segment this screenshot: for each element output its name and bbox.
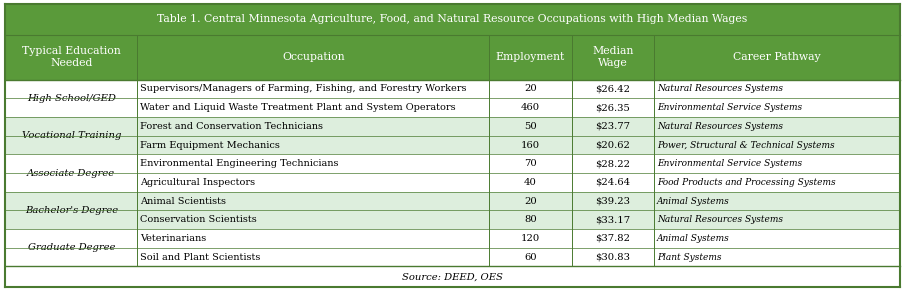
Text: Table 1. Central Minnesota Agriculture, Food, and Natural Resource Occupations w: Table 1. Central Minnesota Agriculture, … [157,15,748,24]
Text: 60: 60 [524,253,537,262]
Text: Farm Equipment Mechanics: Farm Equipment Mechanics [140,141,281,150]
Text: Median
Wage: Median Wage [592,47,634,68]
Text: Animal Systems: Animal Systems [657,197,729,205]
Text: Source: DEED, OES: Source: DEED, OES [402,272,503,281]
Bar [5,80,900,98]
Bar [5,210,900,229]
Text: High School/GED: High School/GED [27,94,116,103]
Text: 20: 20 [524,84,537,93]
Text: 40: 40 [524,178,537,187]
Bar [5,117,900,136]
Text: 160: 160 [520,141,540,150]
Text: Water and Liquid Waste Treatment Plant and System Operators: Water and Liquid Waste Treatment Plant a… [140,103,456,112]
Text: 50: 50 [524,122,537,131]
Text: Animal Scientists: Animal Scientists [140,197,226,205]
Text: Associate Degree: Associate Degree [27,168,115,178]
Text: $28.22: $28.22 [595,159,630,168]
Text: Conservation Scientists: Conservation Scientists [140,215,257,224]
Text: $20.62: $20.62 [595,141,630,150]
Text: $26.42: $26.42 [595,84,630,93]
Text: $23.77: $23.77 [595,122,630,131]
Bar [5,136,900,154]
Text: Occupation: Occupation [282,52,345,62]
Bar [5,192,900,210]
Bar [5,35,900,80]
Bar [5,98,900,117]
Text: $24.64: $24.64 [595,178,630,187]
Text: 120: 120 [520,234,540,243]
Text: Forest and Conservation Technicians: Forest and Conservation Technicians [140,122,323,131]
Text: Natural Resources Systems: Natural Resources Systems [657,122,783,131]
Text: Natural Resources Systems: Natural Resources Systems [657,84,783,93]
Text: Supervisors/Managers of Farming, Fishing, and Forestry Workers: Supervisors/Managers of Farming, Fishing… [140,84,467,93]
Text: Vocational Training: Vocational Training [22,131,121,140]
Text: $37.82: $37.82 [595,234,630,243]
Text: Employment: Employment [496,52,565,62]
Bar [5,173,900,192]
Text: $30.83: $30.83 [595,253,630,262]
Text: Agricultural Inspectors: Agricultural Inspectors [140,178,255,187]
Text: Power, Structural & Technical Systems: Power, Structural & Technical Systems [657,141,834,150]
Text: Environmental Service Systems: Environmental Service Systems [657,103,802,112]
Text: Graduate Degree: Graduate Degree [27,243,115,252]
Text: 20: 20 [524,197,537,205]
Text: 460: 460 [520,103,540,112]
Bar [5,4,900,35]
Bar [5,267,900,287]
Text: $26.35: $26.35 [595,103,630,112]
Text: Soil and Plant Scientists: Soil and Plant Scientists [140,253,261,262]
Text: Plant Systems: Plant Systems [657,253,721,262]
Text: Career Pathway: Career Pathway [733,52,821,62]
Bar [5,229,900,248]
Text: Veterinarians: Veterinarians [140,234,206,243]
Text: Typical Education
Needed: Typical Education Needed [22,47,120,68]
Text: 70: 70 [524,159,537,168]
Text: 80: 80 [524,215,537,224]
Text: Environmental Service Systems: Environmental Service Systems [657,159,802,168]
Bar [5,248,900,267]
Text: Food Products and Processing Systems: Food Products and Processing Systems [657,178,835,187]
Text: $33.17: $33.17 [595,215,630,224]
Text: Environmental Engineering Technicians: Environmental Engineering Technicians [140,159,339,168]
Text: Animal Systems: Animal Systems [657,234,729,243]
Text: $39.23: $39.23 [595,197,630,205]
Bar [5,154,900,173]
Text: Bachelor's Degree: Bachelor's Degree [24,206,118,215]
Text: Natural Resources Systems: Natural Resources Systems [657,215,783,224]
